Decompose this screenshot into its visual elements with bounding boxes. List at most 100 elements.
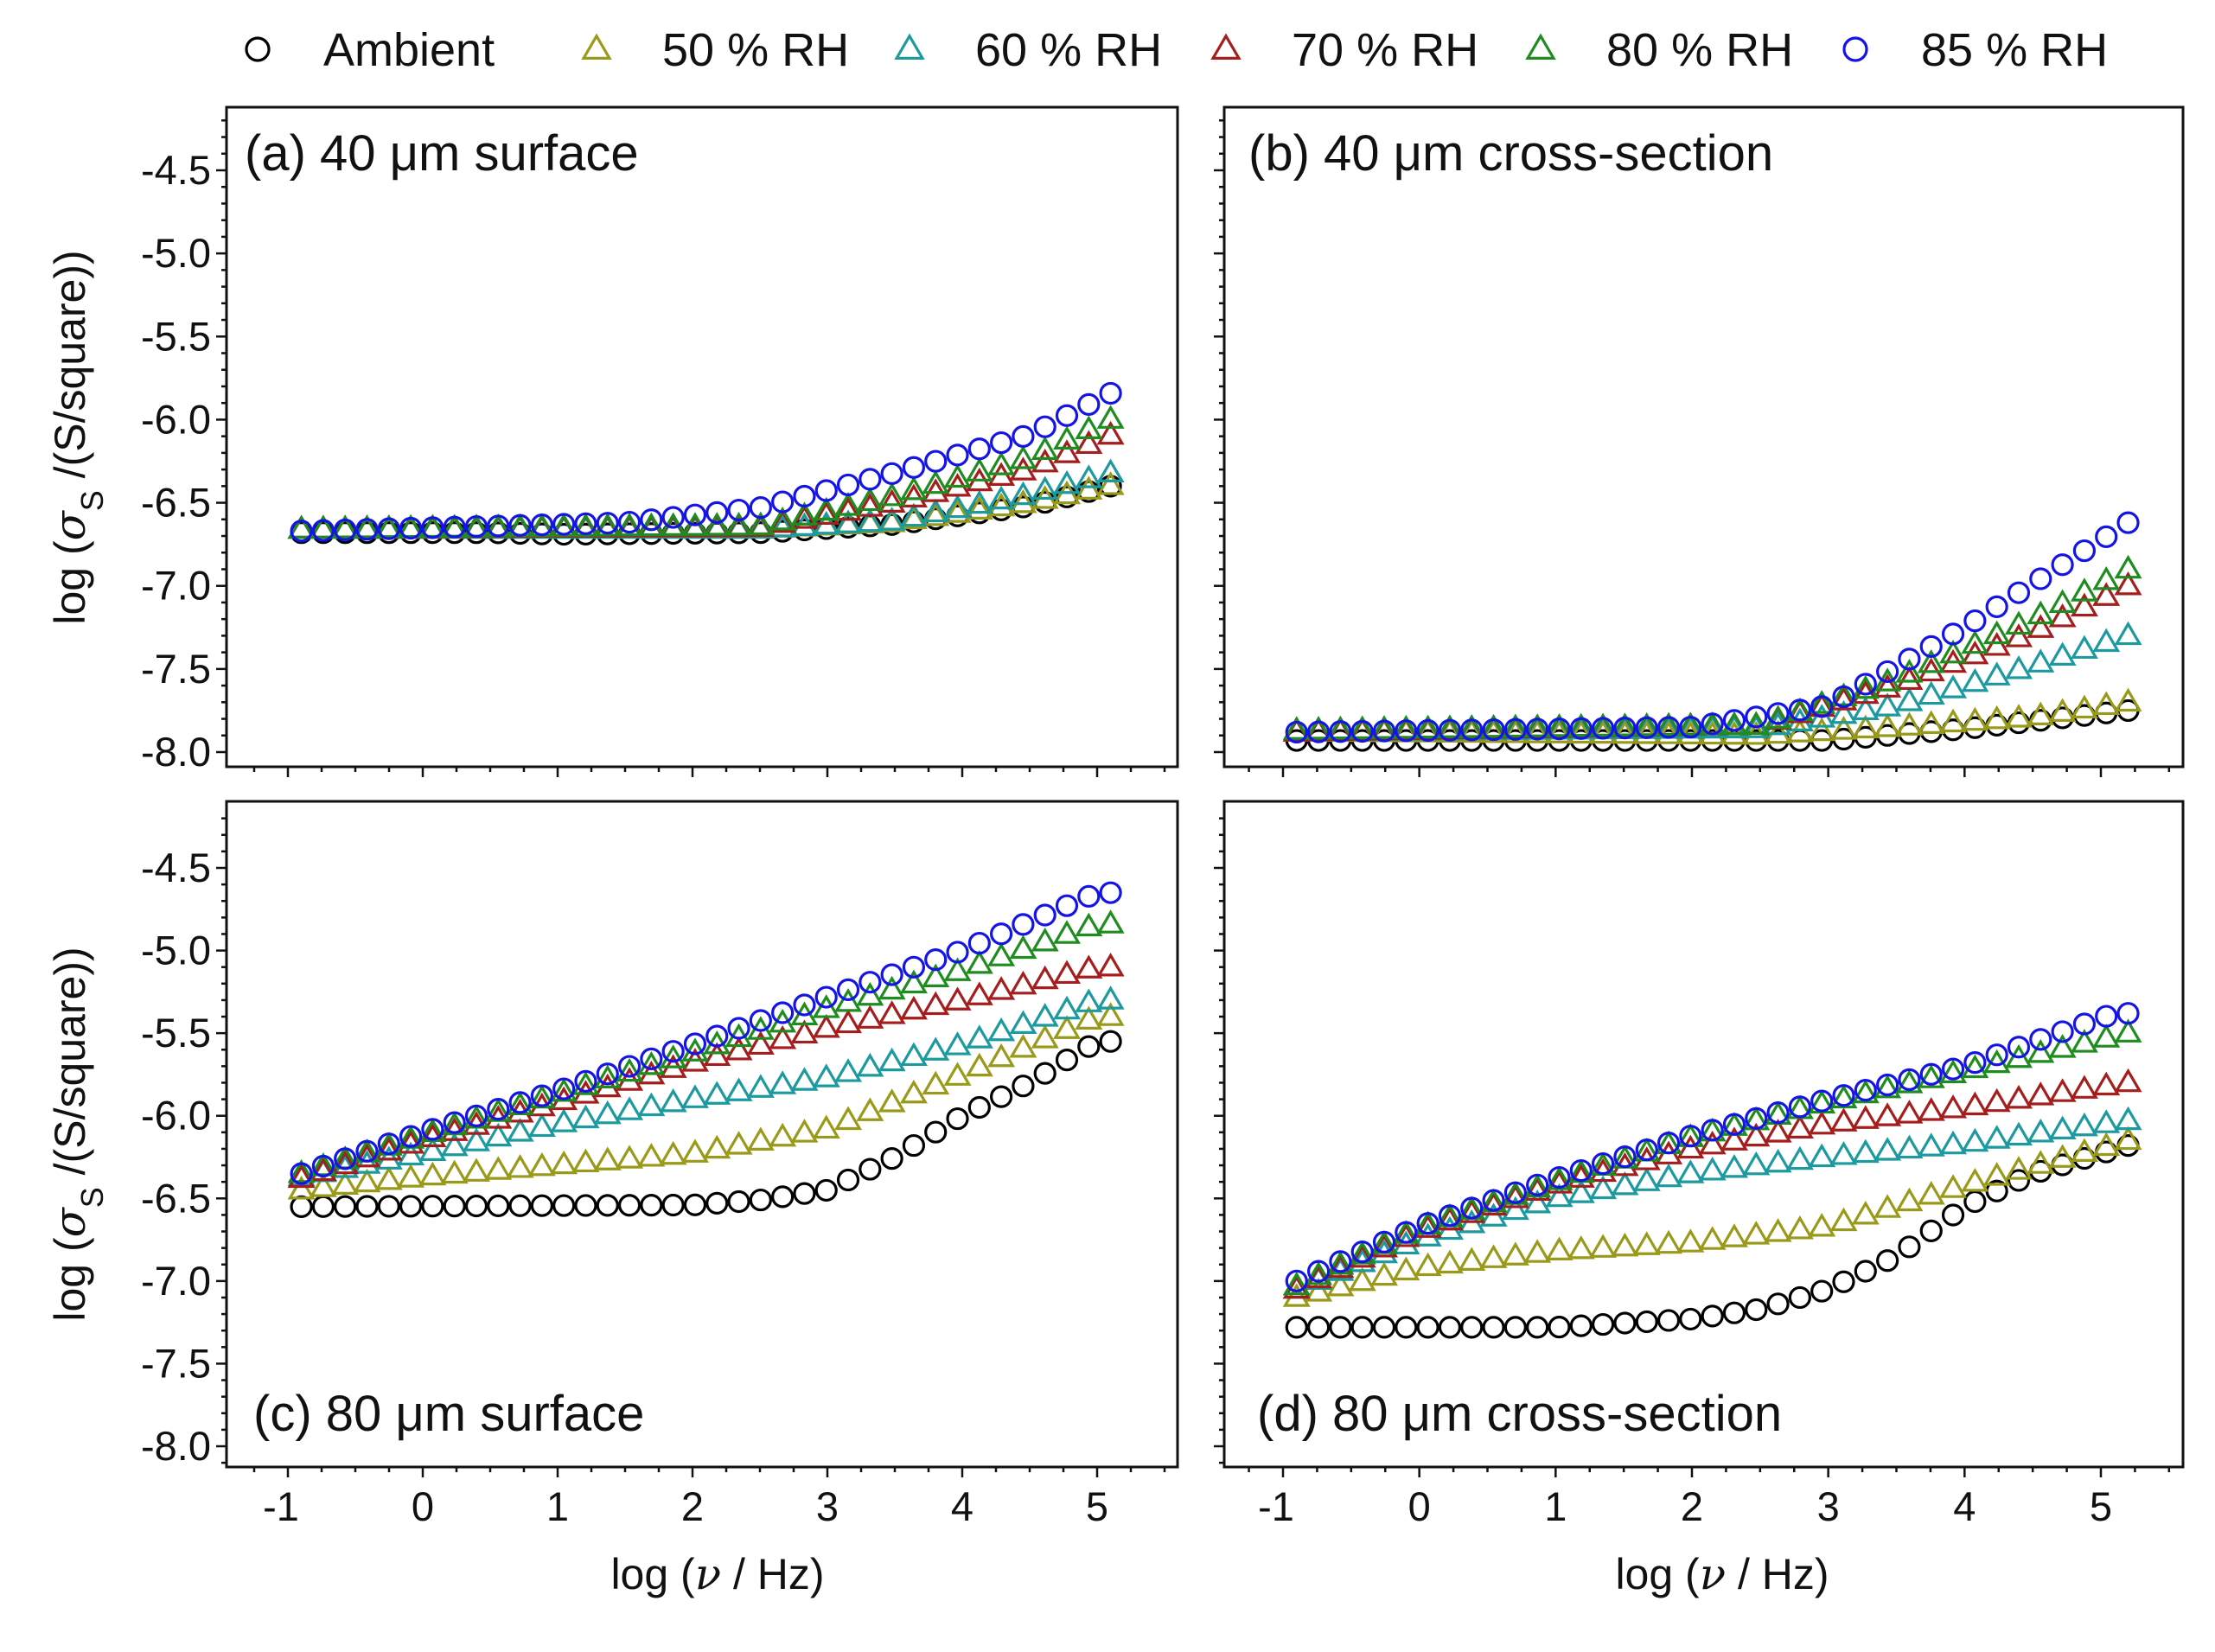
data-point <box>814 985 838 1009</box>
data-point <box>2070 1029 2098 1053</box>
data-point <box>725 1036 753 1061</box>
data-point <box>1460 1196 1484 1220</box>
data-point <box>1482 718 1505 742</box>
data-point <box>771 1001 795 1024</box>
data-point <box>965 981 993 1005</box>
data-point <box>418 1137 447 1161</box>
data-point <box>880 462 903 485</box>
data-point <box>2051 1020 2074 1043</box>
data-point <box>749 1009 772 1032</box>
data-point <box>1031 927 1059 952</box>
data-point <box>484 1156 513 1180</box>
x-tick-label: 4 <box>951 1483 973 1529</box>
y-tick-label: -6.0 <box>141 396 211 442</box>
data-point <box>727 1017 750 1040</box>
data-point <box>1077 1035 1101 1058</box>
data-point <box>464 1104 488 1127</box>
data-point <box>1895 666 1924 691</box>
data-point <box>727 1190 750 1214</box>
legend-entry-70-pct-rh: 70 % RH <box>1210 24 1478 76</box>
data-point <box>1632 711 1661 737</box>
data-point <box>922 1070 950 1095</box>
data-point <box>1458 1247 1486 1271</box>
data-point <box>1961 1167 1989 1192</box>
data-point <box>1961 667 1989 692</box>
data-point <box>703 1081 731 1105</box>
x-tick-label: 0 <box>1408 1483 1431 1529</box>
data-point <box>1055 1049 1079 1072</box>
data-point <box>1350 1241 1374 1264</box>
data-point <box>2092 1132 2121 1157</box>
data-point <box>1742 1151 1771 1176</box>
data-point <box>2114 621 2142 646</box>
data-point <box>1460 1316 1484 1339</box>
data-point <box>418 1161 447 1186</box>
data-point <box>1075 988 1103 1012</box>
data-point <box>1851 674 1880 699</box>
data-point <box>530 513 553 537</box>
data-point <box>1613 1311 1637 1335</box>
data-point <box>1963 1190 1987 1214</box>
data-point <box>1392 1256 1420 1281</box>
data-point <box>1075 475 1103 500</box>
data-point <box>287 514 316 539</box>
data-point <box>1055 894 1079 917</box>
data-point <box>1961 706 1989 731</box>
data-point <box>1808 1110 1836 1135</box>
data-point <box>746 1030 775 1056</box>
data-point <box>574 1194 597 1217</box>
data-point <box>1545 1236 1573 1260</box>
data-point <box>1569 1158 1593 1183</box>
data-point <box>399 521 423 545</box>
data-point <box>834 987 863 1012</box>
series-70-pct-rh <box>1282 1068 2142 1299</box>
data-point <box>812 1063 840 1088</box>
data-point <box>2114 571 2142 596</box>
data-point <box>1479 713 1508 738</box>
data-point <box>790 1119 819 1143</box>
data-point <box>2004 1121 2033 1146</box>
data-point <box>1503 1181 1527 1204</box>
panel-d: -1 0 1 2 3 4 5 (d) 80 μm cross-section <box>1214 800 2185 1529</box>
data-point <box>1052 995 1082 1020</box>
data-point <box>1501 719 1529 743</box>
data-point <box>1613 717 1637 740</box>
y-tick-label: -6.0 <box>141 1093 211 1139</box>
data-point <box>1701 1304 1724 1328</box>
data-point <box>880 1147 903 1170</box>
legend-marker-60-pct-rh <box>894 33 925 60</box>
data-point <box>1917 648 1945 673</box>
data-point <box>965 495 993 520</box>
data-point <box>1655 1229 1683 1254</box>
data-point <box>922 478 950 502</box>
data-point <box>1808 1212 1836 1237</box>
data-point <box>331 514 360 539</box>
panel-title: (d) 80 μm cross-section <box>1257 1386 1782 1442</box>
data-point <box>1808 690 1836 714</box>
data-point <box>2070 1138 2098 1162</box>
data-point <box>616 1057 644 1082</box>
data-point <box>1372 719 1396 743</box>
data-point <box>1305 1278 1333 1302</box>
data-point <box>834 1009 863 1034</box>
data-point <box>1416 1316 1439 1339</box>
data-point <box>878 975 906 1000</box>
y-tick-label: -4.5 <box>141 845 211 890</box>
data-point <box>1589 719 1618 744</box>
y-tick-label: -5.5 <box>141 313 211 359</box>
data-point <box>1742 1122 1771 1147</box>
data-point <box>1009 488 1037 513</box>
data-point <box>1917 710 1945 734</box>
data-point <box>1829 699 1858 724</box>
data-point <box>967 931 991 955</box>
data-point <box>1655 1163 1683 1188</box>
legend-label: 60 % RH <box>975 24 1162 76</box>
data-point <box>1567 712 1595 737</box>
data-point <box>550 1150 578 1175</box>
data-point <box>1350 1316 1374 1339</box>
data-point <box>943 1031 972 1056</box>
data-point <box>1075 464 1103 488</box>
data-point <box>593 1146 622 1170</box>
data-point <box>2007 581 2031 604</box>
data-point <box>1369 1261 1399 1286</box>
